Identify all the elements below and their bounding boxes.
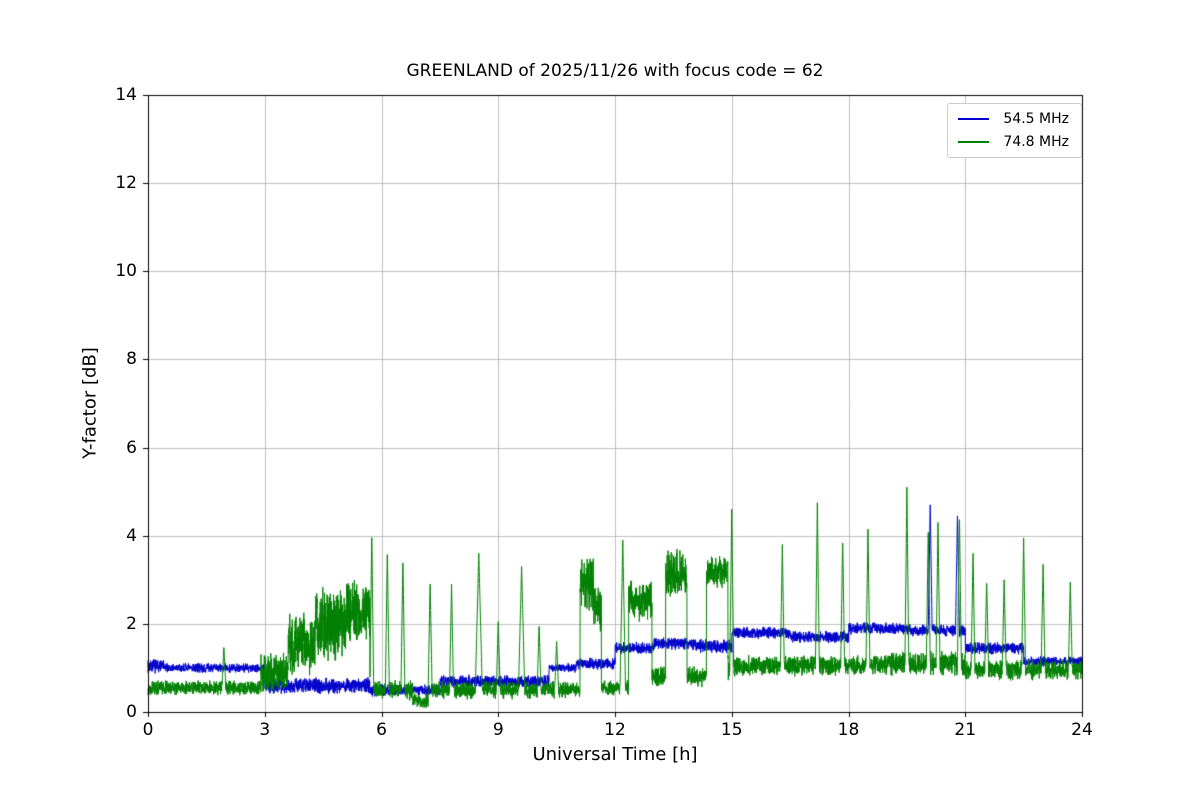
y-tick-label: 12 bbox=[115, 173, 137, 194]
x-tick-label: 3 bbox=[259, 720, 271, 740]
x-tick-label: 24 bbox=[1071, 720, 1093, 740]
x-tick-label: 21 bbox=[954, 720, 977, 740]
x-tick-label: 0 bbox=[142, 720, 154, 740]
y-tick-label: 0 bbox=[126, 702, 137, 722]
x-axis-label: Universal Time [h] bbox=[532, 744, 698, 765]
y-tick-label: 14 bbox=[115, 85, 137, 105]
legend-item-label: 54.5 MHz bbox=[1003, 111, 1069, 127]
legend-item: 74.8 MHz bbox=[958, 134, 1069, 150]
chart-title: GREENLAND of 2025/11/26 with focus code … bbox=[406, 61, 824, 81]
legend: 54.5 MHz 74.8 MHz bbox=[947, 103, 1082, 158]
x-tick-label: 9 bbox=[492, 720, 504, 740]
y-tick-label: 4 bbox=[126, 525, 137, 546]
y-tick-label: 8 bbox=[126, 349, 137, 370]
x-tick-label: 18 bbox=[837, 720, 860, 740]
legend-line-sample bbox=[958, 141, 990, 143]
legend-item: 54.5 MHz bbox=[958, 111, 1069, 127]
y-axis-label: Y-factor [dB] bbox=[79, 347, 101, 459]
y-tick-label: 10 bbox=[115, 261, 137, 282]
y-tick-label: 6 bbox=[126, 437, 137, 458]
x-tick-label: 6 bbox=[376, 720, 387, 740]
x-tick-label: 12 bbox=[604, 720, 626, 740]
legend-item-label: 74.8 MHz bbox=[1003, 134, 1069, 150]
legend-line-sample bbox=[958, 118, 990, 120]
y-tick-label: 2 bbox=[126, 613, 137, 634]
x-tick-label: 15 bbox=[720, 720, 743, 740]
